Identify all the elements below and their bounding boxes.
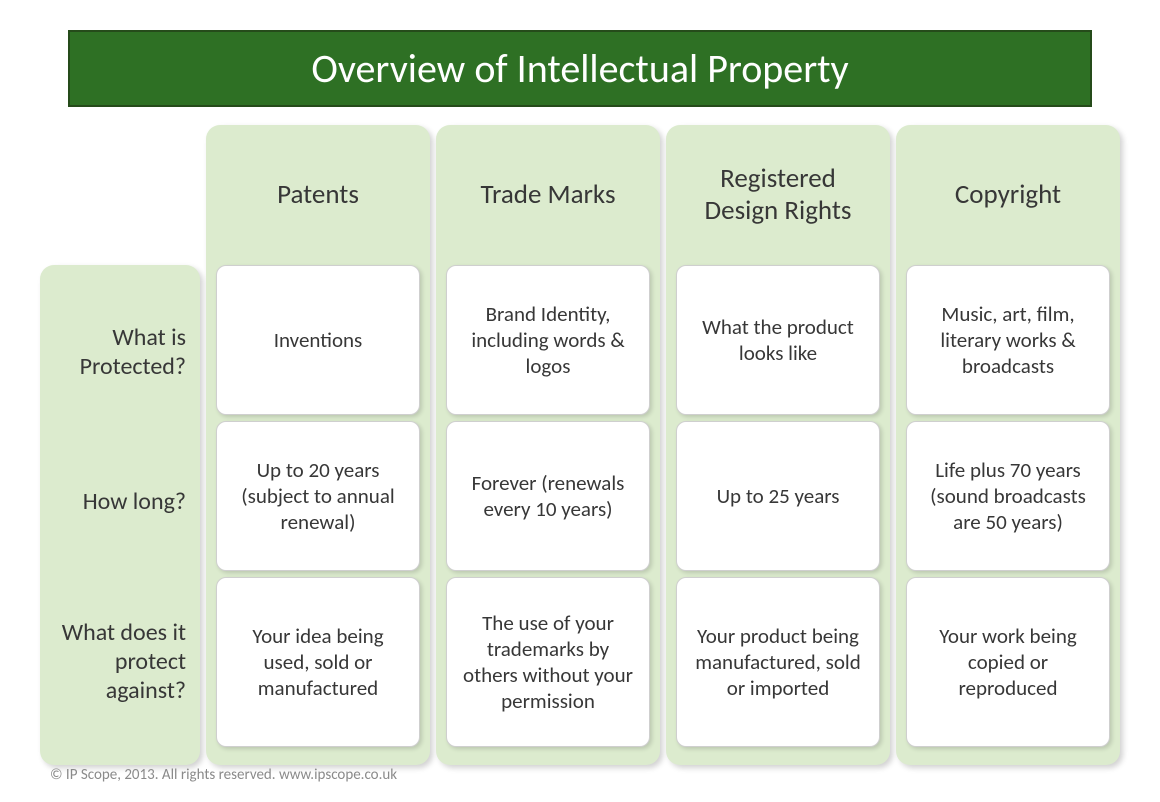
row-label: What is Protected? [54,275,186,430]
column-header: Trade Marks [446,125,650,265]
footer-text: © IP Scope, 2013. All rights reserved. w… [50,766,397,784]
row-label: How long? [54,430,186,575]
cell: Forever (renewals every 10 years) [446,421,650,571]
cell: What the product looks like [676,265,880,415]
cell: Inventions [216,265,420,415]
column-header: Registered Design Rights [676,125,880,265]
cell: Your work being copied or reproduced [906,577,1110,747]
cell: Your idea being used, sold or manufactur… [216,577,420,747]
row-label: What does it protect against? [54,575,186,750]
cell: Up to 25 years [676,421,880,571]
cell: Brand Identity, including words & logos [446,265,650,415]
cell: Life plus 70 years (sound broadcasts are… [906,421,1110,571]
column-header: Patents [216,125,420,265]
column-trademarks: Trade Marks Brand Identity, including wo… [436,125,660,765]
column-design-rights: Registered Design Rights What the produc… [666,125,890,765]
cell: The use of your trademarks by others wit… [446,577,650,747]
row-labels-panel: What is Protected? How long? What does i… [40,265,200,765]
column-header: Copyright [906,125,1110,265]
comparison-grid: What is Protected? How long? What does i… [40,125,1120,765]
column-patents: Patents Inventions Up to 20 years (subje… [206,125,430,765]
page-title: Overview of Intellectual Property [68,30,1092,107]
column-copyright: Copyright Music, art, film, literary wor… [896,125,1120,765]
cell: Music, art, film, literary works & broad… [906,265,1110,415]
cell: Your product being manufactured, sold or… [676,577,880,747]
cell: Up to 20 years (subject to annual renewa… [216,421,420,571]
